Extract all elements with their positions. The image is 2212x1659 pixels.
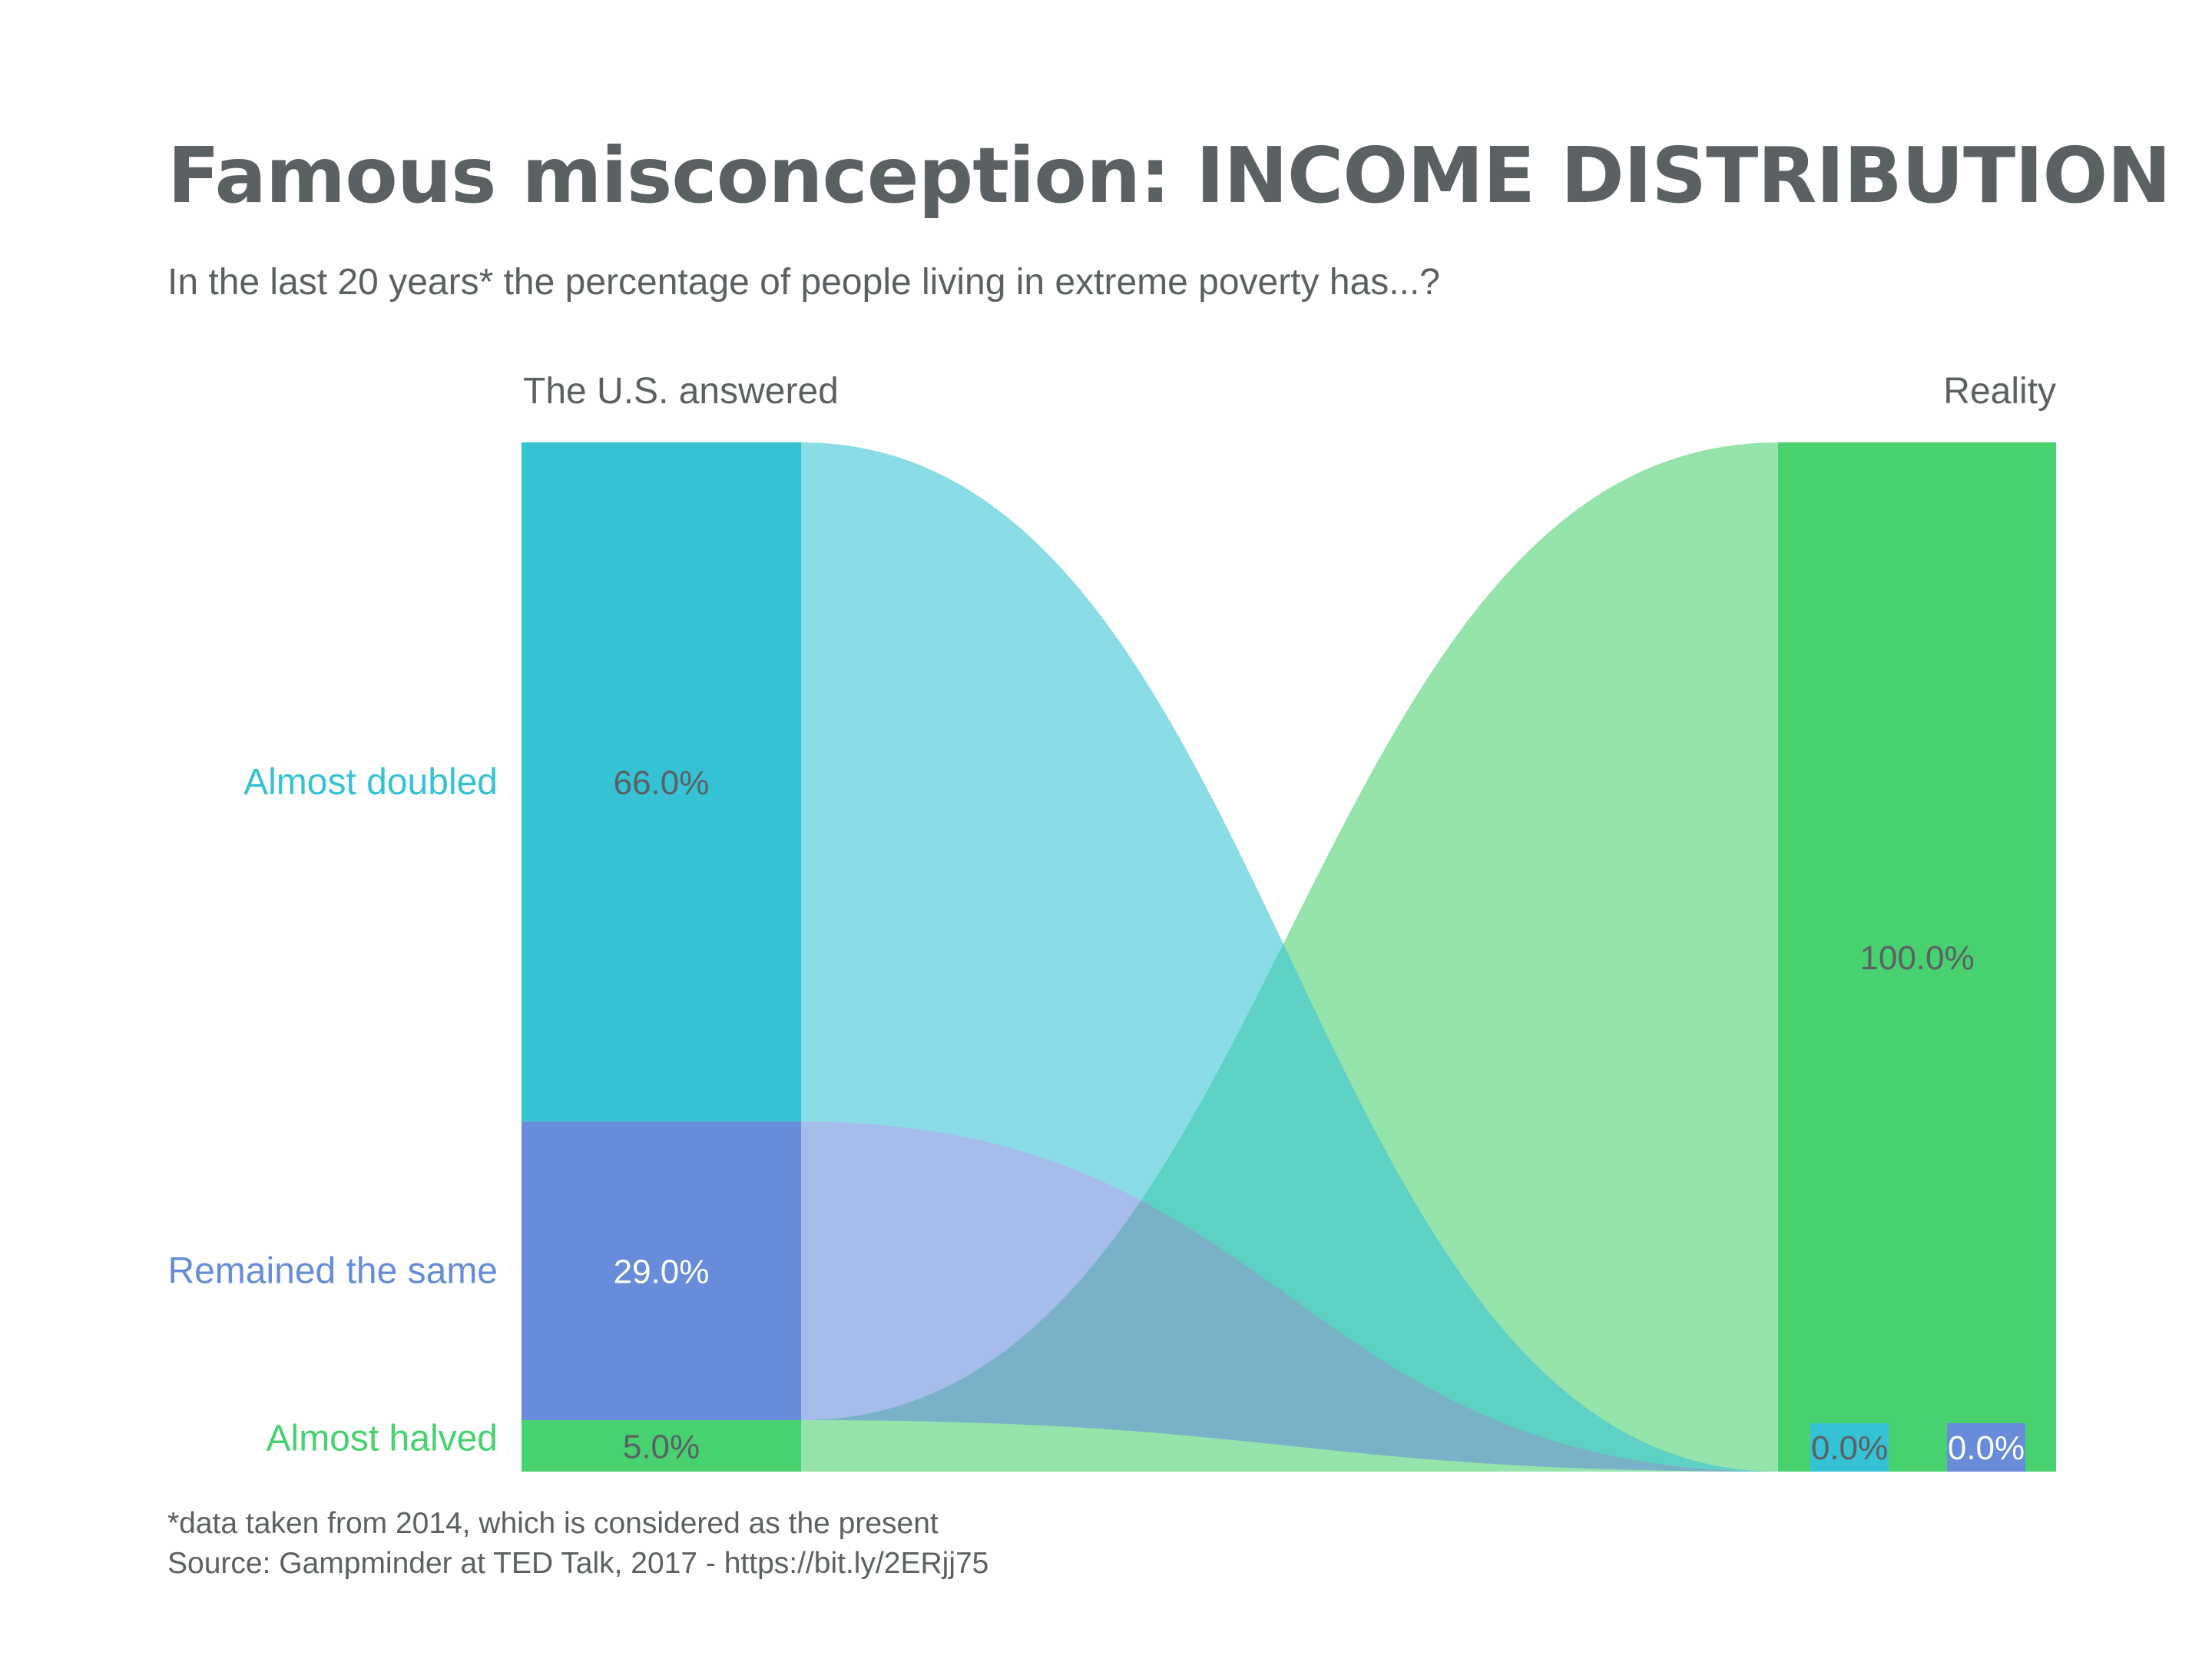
right-node-zero-box bbox=[1810, 1423, 1889, 1472]
left-node-bar bbox=[522, 442, 801, 1122]
chart-title: Famous misconception: INCOME DISTRIBUTIO… bbox=[167, 131, 2171, 220]
right-node-zero-box bbox=[1947, 1423, 2025, 1472]
column-header-right: Reality bbox=[1943, 371, 2056, 412]
left-node-bar bbox=[522, 1420, 801, 1472]
footnote: *data taken from 2014, which is consider… bbox=[167, 1507, 939, 1540]
left-node-bar bbox=[522, 1121, 801, 1420]
right-node-bar bbox=[1778, 442, 2056, 1472]
left-node-value-label: 29.0% bbox=[614, 1253, 710, 1291]
flow-remained-the-same bbox=[801, 1121, 1778, 1472]
left-node-value-label: 5.0% bbox=[623, 1429, 700, 1466]
category-label: Remained the same bbox=[167, 1251, 498, 1292]
right-node-value-label: 0.0% bbox=[1811, 1429, 1888, 1467]
flow-almost-doubled bbox=[801, 442, 1778, 1472]
category-label: Almost halved bbox=[267, 1419, 498, 1459]
left-node-value-label: 66.0% bbox=[614, 764, 710, 802]
category-label: Almost doubled bbox=[243, 762, 498, 803]
right-node-value-label: 100.0% bbox=[1859, 939, 1974, 977]
chart-subtitle: In the last 20 years* the percentage of … bbox=[167, 262, 1440, 303]
right-node-value-label: 0.0% bbox=[1948, 1429, 2025, 1467]
source-note: Source: Gampminder at TED Talk, 2017 - h… bbox=[167, 1547, 989, 1580]
column-header-left: The U.S. answered bbox=[523, 371, 839, 412]
